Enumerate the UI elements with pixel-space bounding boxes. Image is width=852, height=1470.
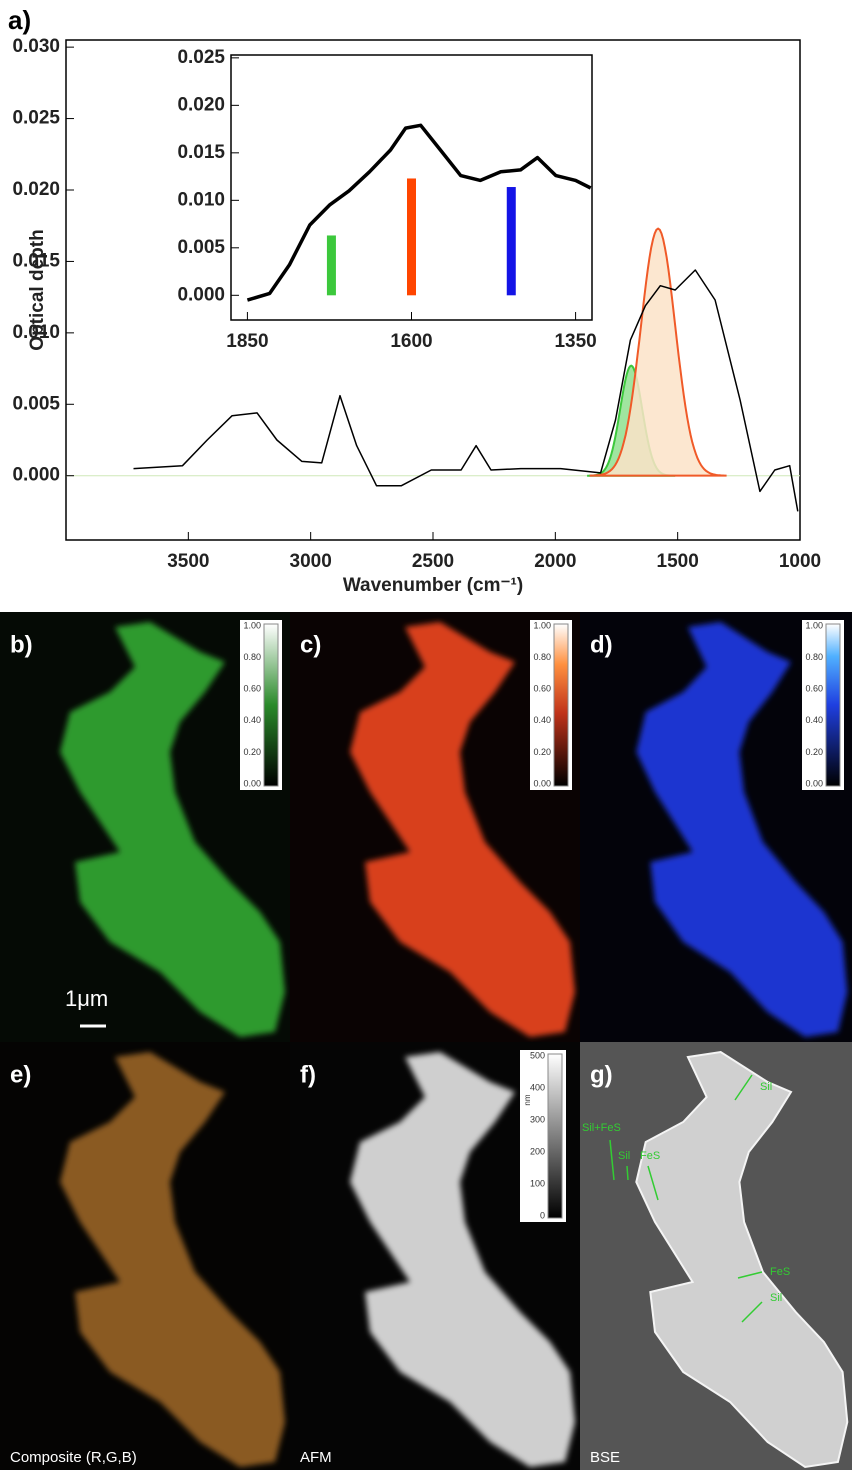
colorbar-label: 0.60 bbox=[805, 684, 823, 694]
x-tick-label: 1850 bbox=[226, 331, 268, 352]
colorbar-label: 200 bbox=[530, 1146, 545, 1156]
y-tick-label: 0.005 bbox=[12, 393, 60, 414]
panel-label: f) bbox=[300, 1061, 316, 1088]
annotation: FeS bbox=[770, 1266, 790, 1278]
y-tick-label: 0.015 bbox=[12, 250, 60, 271]
annotation-arrow bbox=[734, 1074, 753, 1101]
y-tick-label: 0.025 bbox=[177, 47, 225, 68]
x-tick-label: 2500 bbox=[412, 551, 454, 572]
particle-image bbox=[636, 622, 848, 1037]
colorbar-label: 0.40 bbox=[805, 715, 823, 725]
x-tick-label: 1000 bbox=[779, 551, 821, 572]
panel-label: d) bbox=[590, 631, 613, 658]
panel-label: g) bbox=[590, 1061, 613, 1088]
y-tick-label: 0.005 bbox=[177, 237, 225, 258]
particle-image bbox=[350, 1052, 575, 1467]
annotation-arrow bbox=[609, 1139, 615, 1181]
colorbar-unit: nm bbox=[523, 1094, 532, 1105]
colorbar-label: 0 bbox=[540, 1210, 545, 1220]
particle-image bbox=[635, 1050, 849, 1469]
panel-label: c) bbox=[300, 631, 321, 658]
x-tick-label: 2000 bbox=[534, 551, 576, 572]
annotation: FeS bbox=[640, 1150, 660, 1162]
particle-image bbox=[60, 622, 285, 1037]
spectrum-line bbox=[246, 123, 592, 302]
scale-label: 1μm bbox=[65, 986, 108, 1011]
spectrum-line bbox=[133, 269, 799, 512]
caption: AFM bbox=[300, 1449, 332, 1466]
colorbar-label: 0.60 bbox=[243, 684, 261, 694]
y-tick-label: 0.010 bbox=[12, 322, 60, 343]
panel-label: e) bbox=[10, 1061, 31, 1088]
colorbar-label: 1.00 bbox=[533, 620, 551, 630]
colorbar-label: 100 bbox=[530, 1178, 545, 1188]
y-tick-label: 0.025 bbox=[12, 108, 60, 129]
fit-peak bbox=[589, 227, 727, 477]
band-marker bbox=[326, 235, 336, 296]
colorbar-label: 0.00 bbox=[533, 778, 551, 788]
x-axis-label: Wavenumber (cm⁻¹) bbox=[343, 575, 523, 596]
annotation: Sil bbox=[760, 1081, 772, 1093]
band-marker bbox=[407, 178, 416, 296]
x-tick-label: 1600 bbox=[390, 331, 432, 352]
y-tick-label: 0.000 bbox=[12, 465, 60, 486]
y-tick-label: 0.020 bbox=[12, 179, 60, 200]
panel-label: a) bbox=[8, 5, 31, 35]
colorbar-label: 1.00 bbox=[805, 620, 823, 630]
colorbar-label: 0.60 bbox=[533, 684, 551, 694]
caption: BSE bbox=[590, 1449, 620, 1466]
colorbar-label: 0.40 bbox=[533, 715, 551, 725]
annotation-arrow bbox=[626, 1165, 629, 1181]
colorbar-label: 0.20 bbox=[805, 747, 823, 757]
y-tick-label: 0.020 bbox=[177, 94, 225, 115]
y-tick-label: 0.000 bbox=[177, 284, 225, 305]
annotation: Sil+FeS bbox=[582, 1122, 621, 1134]
annotation: Sil bbox=[770, 1292, 782, 1304]
particle-image bbox=[350, 622, 575, 1037]
x-tick-label: 1500 bbox=[657, 551, 699, 572]
colorbar-label: 0.00 bbox=[243, 778, 261, 788]
colorbar-label: 400 bbox=[530, 1082, 545, 1092]
colorbar-label: 0.20 bbox=[533, 747, 551, 757]
y-tick-label: 0.030 bbox=[12, 36, 60, 57]
colorbar-label: 0.40 bbox=[243, 715, 261, 725]
x-tick-label: 3500 bbox=[167, 551, 209, 572]
caption: Composite (R,G,B) bbox=[10, 1449, 137, 1466]
annotation-arrow bbox=[741, 1301, 763, 1323]
annotation: Sil bbox=[618, 1150, 630, 1162]
panel-label: b) bbox=[10, 631, 33, 658]
colorbar-label: 0.20 bbox=[243, 747, 261, 757]
y-tick-label: 0.010 bbox=[177, 189, 225, 210]
annotation-arrow bbox=[647, 1165, 659, 1201]
band-marker bbox=[506, 187, 516, 296]
colorbar bbox=[263, 623, 279, 787]
colorbar-label: 1.00 bbox=[243, 620, 261, 630]
y-tick-label: 0.015 bbox=[177, 142, 225, 163]
colorbar-label: 300 bbox=[530, 1114, 545, 1124]
colorbar-label: 0.80 bbox=[805, 652, 823, 662]
x-tick-label: 1350 bbox=[554, 331, 596, 352]
particle-image bbox=[60, 1052, 285, 1467]
colorbar-label: 0.80 bbox=[533, 652, 551, 662]
colorbar bbox=[825, 623, 841, 787]
colorbar-label: 0.00 bbox=[805, 778, 823, 788]
annotation-arrow bbox=[737, 1271, 763, 1279]
colorbar bbox=[547, 1053, 563, 1219]
colorbar-label: 0.80 bbox=[243, 652, 261, 662]
colorbar-label: 500 bbox=[530, 1050, 545, 1060]
image-panels: b) 1.00 0.80 0.60 0.40 0.20 0.00 1μm c) 1.00 0.80 0… bbox=[0, 612, 852, 1470]
x-tick-label: 3000 bbox=[290, 551, 332, 572]
y-axis-label: Optical depth bbox=[27, 229, 48, 350]
colorbar bbox=[553, 623, 569, 787]
